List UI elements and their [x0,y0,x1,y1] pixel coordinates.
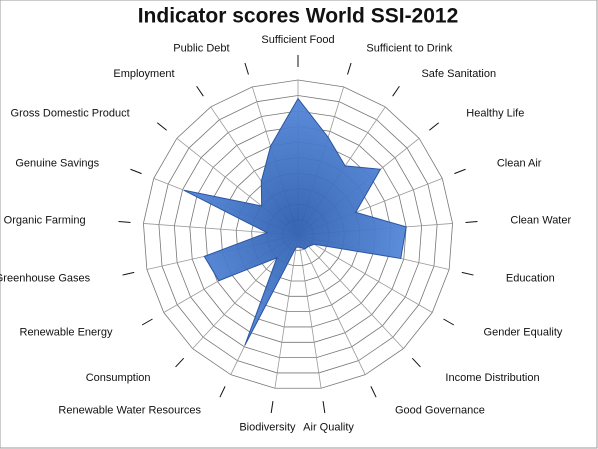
spoke [297,234,366,375]
category-label: Clean Air [497,158,542,170]
category-label: Renewable Water Resources [58,405,201,417]
category-label: Gender Equality [484,326,563,338]
label-tick [118,221,131,223]
label-tick [270,401,274,414]
grid-ring [173,110,423,359]
label-tick [156,122,167,131]
category-label: Income Distribution [445,372,539,384]
category-label: Genuine Savings [15,158,99,170]
label-tick [122,271,135,276]
label-tick [454,168,466,175]
spoke [297,234,433,313]
label-tick [461,271,474,276]
label-tick [130,168,142,175]
category-label: Healthy Life [466,107,524,119]
label-tick [443,318,455,326]
category-label: Education [506,272,555,284]
grid-ring [143,79,453,389]
category-label: Clean Water [510,214,571,226]
category-label: Greenhouse Gases [0,272,91,284]
category-label: Biodiversity [239,422,296,434]
label-tick [465,221,478,223]
category-label: Sufficient to Drink [366,43,453,55]
grid-ring [204,141,392,328]
label-tick [347,62,352,75]
label-tick [196,85,204,97]
grid-ring [189,126,407,343]
chart-title: Indicator scores World SSI-2012 [138,5,459,28]
label-tick [322,401,326,414]
category-label: Public Debt [173,43,229,55]
grid-ring [158,95,438,374]
label-tick [219,386,226,398]
label-tick [429,122,440,131]
spoke [297,234,322,389]
radar-area [183,97,407,346]
category-label: Renewable Energy [20,326,113,338]
category-label: Gross Domestic Product [11,107,130,119]
label-tick [370,386,377,398]
category-label: Safe Sanitation [421,68,496,80]
category-label: Sufficient Food [261,34,334,46]
category-label: Good Governance [395,405,485,417]
category-label: Air Quality [303,422,354,434]
label-tick [175,357,185,368]
label-tick [392,85,400,97]
label-tick [244,62,249,75]
category-label: Employment [113,68,174,80]
category-label: Consumption [86,372,151,384]
label-tick [141,318,153,326]
label-tick [411,357,421,368]
spoke [274,234,299,389]
spoke [297,234,404,349]
category-label: Organic Farming [4,214,86,226]
